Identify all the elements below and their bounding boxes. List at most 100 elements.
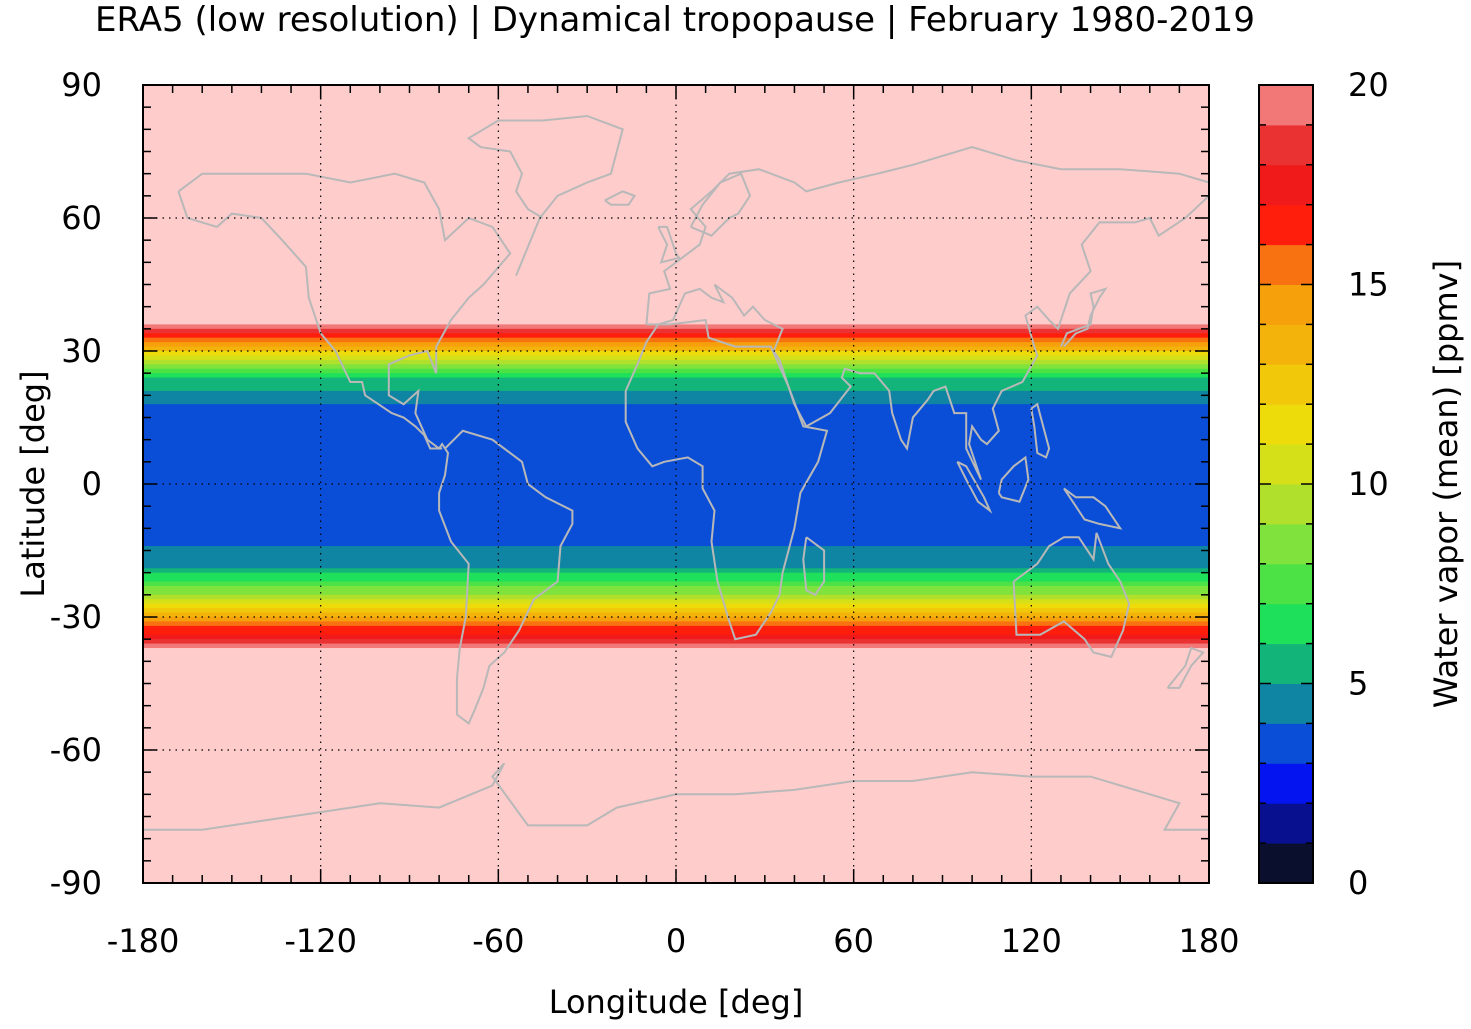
field-band <box>143 812 1209 818</box>
colorbar-swatch <box>1259 164 1313 206</box>
field-band <box>143 741 1209 747</box>
colorbar-label: Water vapor (mean) [ppmv] <box>1427 260 1465 708</box>
field-band <box>143 488 1209 494</box>
colorbar-tick-label: 15 <box>1348 266 1389 304</box>
field-band <box>143 789 1209 795</box>
field-band <box>143 608 1209 614</box>
coastline <box>1030 402 1051 459</box>
field-band <box>143 829 1209 835</box>
field-band <box>143 209 1209 215</box>
coastline <box>657 225 681 264</box>
y-tick-label: -30 <box>50 598 102 636</box>
field-band <box>143 484 1209 490</box>
field-band <box>143 501 1209 507</box>
field-band <box>143 426 1209 432</box>
field-band <box>143 634 1209 640</box>
colorbar-swatch <box>1259 204 1313 246</box>
colorbar-tick-label: 5 <box>1348 665 1368 703</box>
field-band <box>143 559 1209 565</box>
field-band <box>143 444 1209 450</box>
coastline <box>657 195 1210 481</box>
x-tick-label: 120 <box>1001 922 1062 960</box>
field-band <box>143 847 1209 853</box>
field-band <box>143 359 1209 365</box>
coastline <box>689 172 752 237</box>
field-band <box>143 568 1209 574</box>
field-band <box>143 124 1209 130</box>
field-band <box>143 169 1209 175</box>
colorbar-swatch <box>1259 723 1313 764</box>
coastline <box>1063 487 1123 530</box>
field-band <box>143 736 1209 742</box>
field-band <box>143 390 1209 396</box>
field-band <box>143 625 1209 631</box>
colorbar-swatch <box>1259 244 1313 285</box>
field-band <box>143 581 1209 587</box>
coastline <box>438 429 574 725</box>
field-band <box>143 218 1209 224</box>
colorbar <box>1258 84 1314 884</box>
colorbar-swatch <box>1259 364 1313 405</box>
chart-title: ERA5 (low resolution) | Dynamical tropop… <box>95 0 1255 40</box>
field-band <box>143 413 1209 419</box>
colorbar-tick-label: 0 <box>1348 864 1368 902</box>
field-band <box>143 138 1209 144</box>
field-band <box>143 107 1209 113</box>
x-tick-label: 180 <box>1178 922 1239 960</box>
field-band <box>143 288 1209 294</box>
field-band <box>143 342 1209 348</box>
field-band <box>143 803 1209 809</box>
field-band <box>143 670 1209 676</box>
field-band <box>143 515 1209 521</box>
field-band <box>143 630 1209 636</box>
field-band <box>143 435 1209 441</box>
field-band <box>143 820 1209 826</box>
colorbar-swatch <box>1259 404 1313 445</box>
field-band <box>143 572 1209 578</box>
field-band <box>143 679 1209 685</box>
field-band <box>143 612 1209 618</box>
coastline <box>1166 646 1205 689</box>
x-axis-label: Longitude [deg] <box>549 983 804 1021</box>
field-band <box>143 643 1209 649</box>
field-band <box>143 475 1209 481</box>
colorbar-swatch <box>1259 484 1313 525</box>
field-band <box>143 732 1209 738</box>
coastline <box>177 172 512 450</box>
grid-lines <box>143 85 1209 883</box>
y-tick-label: 30 <box>61 332 102 370</box>
field-band <box>143 328 1209 334</box>
field-band <box>143 430 1209 436</box>
colorbar-swatch <box>1259 683 1313 724</box>
field-band <box>143 315 1209 321</box>
field-band <box>143 461 1209 467</box>
field-band <box>143 865 1209 871</box>
field-band <box>143 683 1209 689</box>
field-band <box>143 448 1209 454</box>
field-band <box>143 111 1209 117</box>
field-band <box>143 293 1209 299</box>
colorbar-swatch <box>1259 643 1313 684</box>
field-band <box>143 439 1209 445</box>
field-band <box>143 710 1209 716</box>
field-band <box>143 204 1209 210</box>
field-band <box>143 639 1209 645</box>
field-band <box>143 523 1209 529</box>
coastline <box>466 114 624 276</box>
field-band <box>143 253 1209 259</box>
y-tick-label: 90 <box>61 66 102 104</box>
field-band <box>143 767 1209 773</box>
field-band <box>143 417 1209 423</box>
field-band <box>143 851 1209 857</box>
coastlines <box>143 114 1210 831</box>
field-band <box>143 834 1209 840</box>
field-band <box>143 718 1209 724</box>
field-band <box>143 763 1209 769</box>
field-band <box>143 351 1209 357</box>
x-tick-label: -180 <box>107 922 180 960</box>
field-band <box>143 497 1209 503</box>
field-band <box>143 195 1209 201</box>
field-band <box>143 470 1209 476</box>
coastline <box>956 460 993 514</box>
field-band <box>143 546 1209 552</box>
